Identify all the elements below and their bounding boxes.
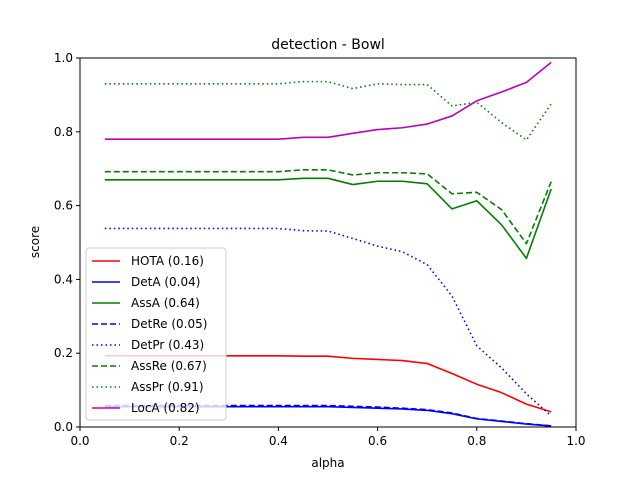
legend-box — [85, 247, 227, 421]
legend-label: DetRe (0.05) — [131, 317, 207, 331]
y-tick-label: 0.2 — [54, 346, 73, 360]
x-tick-label: 0.2 — [170, 434, 189, 448]
chart-title: detection - Bowl — [271, 37, 385, 53]
legend-label: AssPr (0.91) — [131, 380, 204, 394]
legend-label: AssA (0.64) — [131, 296, 200, 310]
x-tick-label: 0.4 — [269, 434, 288, 448]
x-axis: 0.0 0.2 0.4 0.6 0.8 1.0 — [70, 427, 586, 448]
y-axis-label: score — [28, 226, 42, 258]
legend-label: HOTA (0.16) — [131, 254, 204, 268]
legend-label: AssRe (0.67) — [131, 359, 207, 373]
y-axis: 0.0 0.2 0.4 0.6 0.8 1.0 — [54, 51, 80, 434]
series-line — [104, 177, 552, 260]
x-tick-label: 0.6 — [368, 434, 387, 448]
x-tick-label: 0.0 — [70, 434, 89, 448]
x-tick-label: 1.0 — [566, 434, 585, 448]
y-tick-label: 1.0 — [54, 51, 73, 65]
legend: HOTA (0.16) DetA (0.04) AssA (0.64) DetRe (… — [85, 247, 227, 421]
series-line — [104, 169, 552, 245]
series-line — [104, 227, 552, 417]
y-tick-label: 0.0 — [54, 420, 73, 434]
x-tick-label: 0.8 — [467, 434, 486, 448]
y-tick-label: 0.6 — [54, 199, 73, 213]
legend-label: DetA (0.04) — [131, 275, 200, 289]
series-line — [104, 61, 552, 140]
x-axis-label: alpha — [311, 456, 344, 470]
y-tick-label: 0.8 — [54, 125, 73, 139]
legend-label: DetPr (0.43) — [131, 338, 204, 352]
legend-label: LocA (0.82) — [131, 401, 200, 415]
y-tick-label: 0.4 — [54, 272, 73, 286]
plot-frame — [79, 57, 577, 428]
